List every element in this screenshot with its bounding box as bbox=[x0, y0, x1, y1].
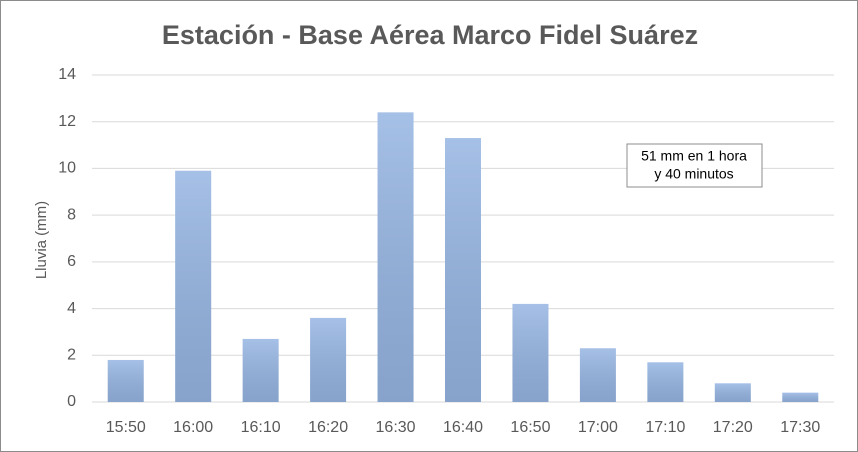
bar-shade bbox=[107, 359, 144, 402]
y-tick-label: 12 bbox=[58, 113, 76, 130]
y-tick-label: 10 bbox=[58, 160, 76, 177]
x-tick-label: 16:10 bbox=[241, 419, 281, 436]
x-tick-label: 16:20 bbox=[308, 419, 348, 436]
x-tick-label: 17:30 bbox=[780, 419, 820, 436]
bar-shade bbox=[310, 317, 347, 402]
bar-shade bbox=[579, 348, 616, 402]
bar-shade bbox=[714, 383, 751, 402]
y-tick-label: 8 bbox=[67, 206, 76, 223]
y-tick-label: 4 bbox=[67, 300, 76, 317]
y-tick-label: 14 bbox=[58, 66, 76, 83]
x-tick-label: 17:00 bbox=[578, 419, 618, 436]
x-tick-label: 15:50 bbox=[106, 419, 146, 436]
y-tick-label: 2 bbox=[67, 347, 76, 364]
bar-shade bbox=[445, 138, 481, 403]
x-tick-label: 17:20 bbox=[713, 419, 753, 436]
bar-shade bbox=[175, 170, 212, 402]
bar-shade bbox=[377, 112, 414, 402]
y-axis-label: Lluvia (mm) bbox=[33, 201, 50, 279]
bar-shade bbox=[512, 303, 549, 402]
annotation: 51 mm en 1 hora bbox=[641, 148, 747, 164]
y-tick-label: 6 bbox=[67, 253, 76, 270]
plot-area: 0 2 4 6 8 10 12 14 15:50 16:00 16:10 16:20 16:30 16:4… bbox=[58, 66, 834, 436]
annotation: y 40 minutos bbox=[654, 166, 733, 182]
bar-shade bbox=[647, 362, 684, 402]
x-tick-label: 16:00 bbox=[173, 419, 213, 436]
y-tick-label: 0 bbox=[67, 393, 76, 410]
x-tick-label: 16:40 bbox=[443, 419, 483, 436]
chart-title: Estación - Base Aérea Marco Fidel Suárez bbox=[162, 20, 698, 50]
annotation-box bbox=[626, 143, 763, 188]
bar-shade bbox=[242, 338, 279, 402]
x-tick-label: 17:10 bbox=[645, 419, 685, 436]
x-tick-label: 16:50 bbox=[510, 419, 550, 436]
bar-shade bbox=[782, 392, 819, 402]
x-tick-label: 16:30 bbox=[376, 419, 416, 436]
